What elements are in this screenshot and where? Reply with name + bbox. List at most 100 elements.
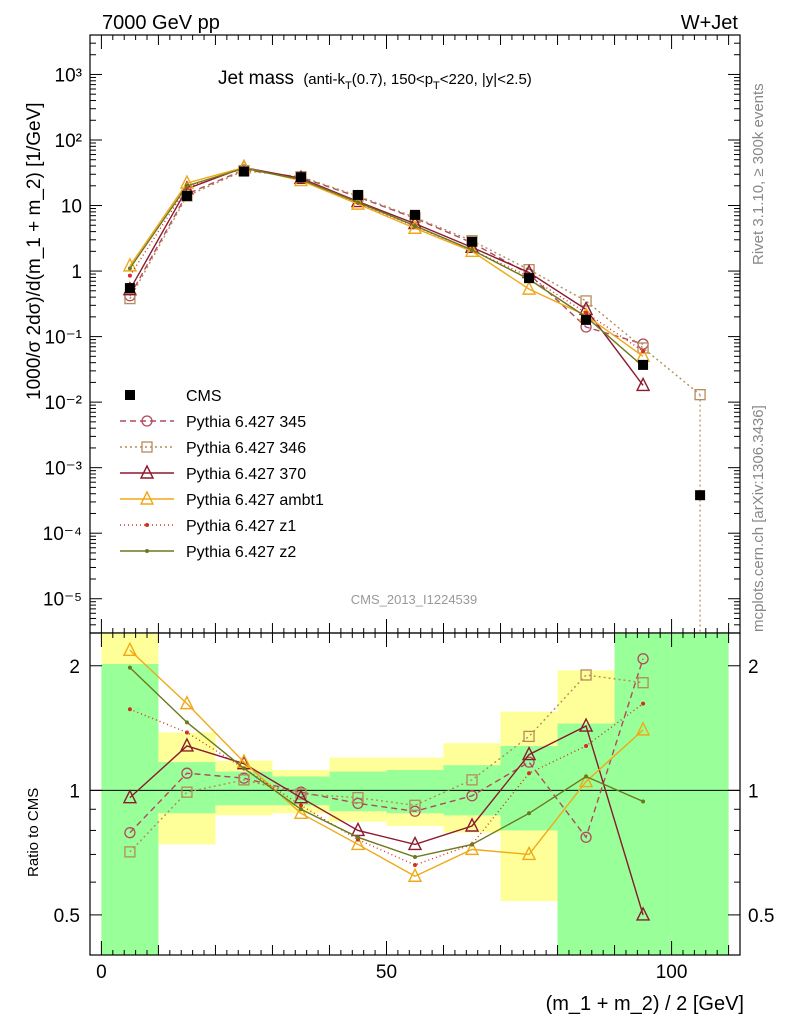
- analysis-watermark: CMS_2013_I1224539: [351, 592, 478, 607]
- ratio-point-1: [181, 786, 193, 798]
- legend-marker: [139, 464, 155, 479]
- ratio-point-4: [127, 707, 132, 712]
- series-line-1: [129, 169, 701, 396]
- ratio-point-1: [637, 677, 649, 689]
- cms-point: [238, 166, 249, 177]
- ratio-point-3: [578, 772, 594, 788]
- legend-marker: [145, 549, 149, 553]
- ratio-point-5: [413, 855, 417, 860]
- title-main: Jet mass: [218, 68, 294, 89]
- ratio-point-0: [523, 756, 535, 768]
- cms-point: [410, 209, 420, 220]
- ratio-point-1: [124, 846, 136, 858]
- ratio-point-4: [298, 803, 303, 808]
- title-sub: (anti-k: [303, 71, 345, 88]
- legend-label: Pythia 6.427 370: [186, 466, 306, 483]
- band-green: [101, 663, 159, 955]
- series-point-5: [184, 183, 189, 188]
- ratio-line-1: [129, 674, 644, 853]
- ratio-point-1: [409, 799, 421, 811]
- ratio-point-5: [298, 807, 303, 812]
- ratio-point-5: [241, 766, 246, 771]
- ratio-point-0: [409, 805, 421, 817]
- cms-point: [524, 273, 535, 284]
- ratio-point-4: [584, 743, 589, 748]
- legend-marker: [139, 490, 155, 505]
- ratio-point-3: [464, 840, 480, 856]
- series-point-5: [355, 200, 360, 205]
- ratio-y-tick-label-right: 2: [748, 657, 759, 678]
- legend-label: Pythia 6.427 z2: [186, 544, 296, 561]
- ratio-point-2: [464, 817, 480, 832]
- series-point-4: [127, 273, 132, 278]
- ratio-point-1: [238, 774, 250, 786]
- legend-cms-label: CMS: [186, 388, 222, 405]
- ratio-point-5: [470, 842, 475, 847]
- ratio-y-tick-label-right: 1: [748, 781, 759, 802]
- series-point-4: [641, 349, 646, 354]
- side-label-rivet: Rivet 3.1.10, ≥ 300k events: [750, 83, 767, 265]
- ratio-point-3: [293, 804, 309, 820]
- ratio-point-0: [466, 790, 478, 802]
- band-green: [329, 771, 387, 812]
- ratio-point-4: [527, 771, 532, 776]
- ratio-point-2: [350, 821, 366, 837]
- legend-label: Pythia 6.427 ambt1: [186, 492, 324, 509]
- cms-point: [352, 189, 363, 200]
- cms-point: [581, 314, 592, 325]
- ratio-point-4: [641, 701, 646, 706]
- series-line-3: [129, 166, 644, 357]
- legend-marker: [141, 415, 153, 427]
- ratio-point-2: [179, 737, 195, 752]
- cms-point: [181, 190, 192, 201]
- y-tick-label: 10³: [55, 65, 82, 86]
- ratio-point-0: [181, 767, 193, 779]
- y-tick-label: 10⁻¹: [45, 328, 83, 349]
- ratio-point-5: [641, 799, 646, 804]
- legend-marker: [145, 523, 149, 527]
- series-line-2: [129, 166, 644, 386]
- title-sub-t: T: [345, 80, 352, 92]
- cms-point: [695, 490, 706, 501]
- title-sub-rest: (0.7), 150<p: [352, 71, 433, 88]
- ratio-point-3: [350, 835, 366, 851]
- ratio-y-tick-label: 0.5: [54, 906, 80, 927]
- ratio-point-0: [580, 831, 592, 843]
- ratio-line-3: [129, 649, 644, 878]
- cms-point: [295, 172, 306, 183]
- legend-label: Pythia 6.427 345: [186, 414, 306, 431]
- ratio-point-1: [352, 792, 364, 804]
- y-tick-label: 10⁻⁴: [43, 524, 82, 545]
- ratio-panel: 0 50 100 0.5 0.5 1 1 2 2: [54, 632, 774, 983]
- legend-label: Pythia 6.427 z1: [186, 518, 296, 535]
- cms-point: [124, 283, 135, 294]
- ratio-point-2: [293, 789, 309, 804]
- title-sub-end: <220, |y|<2.5): [440, 71, 532, 88]
- series-line-4: [129, 167, 644, 352]
- ratio-point-3: [179, 695, 195, 710]
- ratio-point-0: [637, 653, 649, 665]
- y-tick-label: 10⁻²: [45, 393, 83, 414]
- ratio-y-tick-label: 2: [69, 657, 80, 678]
- ratio-frame: [89, 632, 741, 956]
- legend-cms-marker: [125, 390, 135, 400]
- series-line-5: [129, 167, 644, 368]
- ratio-point-1: [523, 730, 535, 743]
- ratio-point-3: [407, 867, 423, 882]
- main-panel: 10⁻⁵ 10⁻⁴ 10⁻³ 10⁻² 10⁻¹ 1 10 10² 10³: [43, 34, 741, 634]
- ratio-point-5: [184, 720, 189, 725]
- series-line-0: [129, 169, 644, 345]
- ratio-point-2: [521, 746, 537, 761]
- series-point-5: [127, 266, 132, 271]
- main-y-axis-label: 1000/σ 2dσ)/d(m_1 + m_2) [1/GeV]: [24, 102, 45, 400]
- series-point-3: [521, 280, 537, 295]
- y-tick-label: 10⁻⁵: [43, 590, 82, 611]
- legend-marker: [141, 441, 153, 453]
- ratio-point-2: [635, 906, 651, 921]
- ratio-point-5: [355, 835, 360, 840]
- process-label: W+Jet: [681, 12, 739, 34]
- series-point-2: [635, 376, 651, 392]
- ratio-point-1: [466, 774, 478, 786]
- ratio-line-0: [129, 658, 644, 839]
